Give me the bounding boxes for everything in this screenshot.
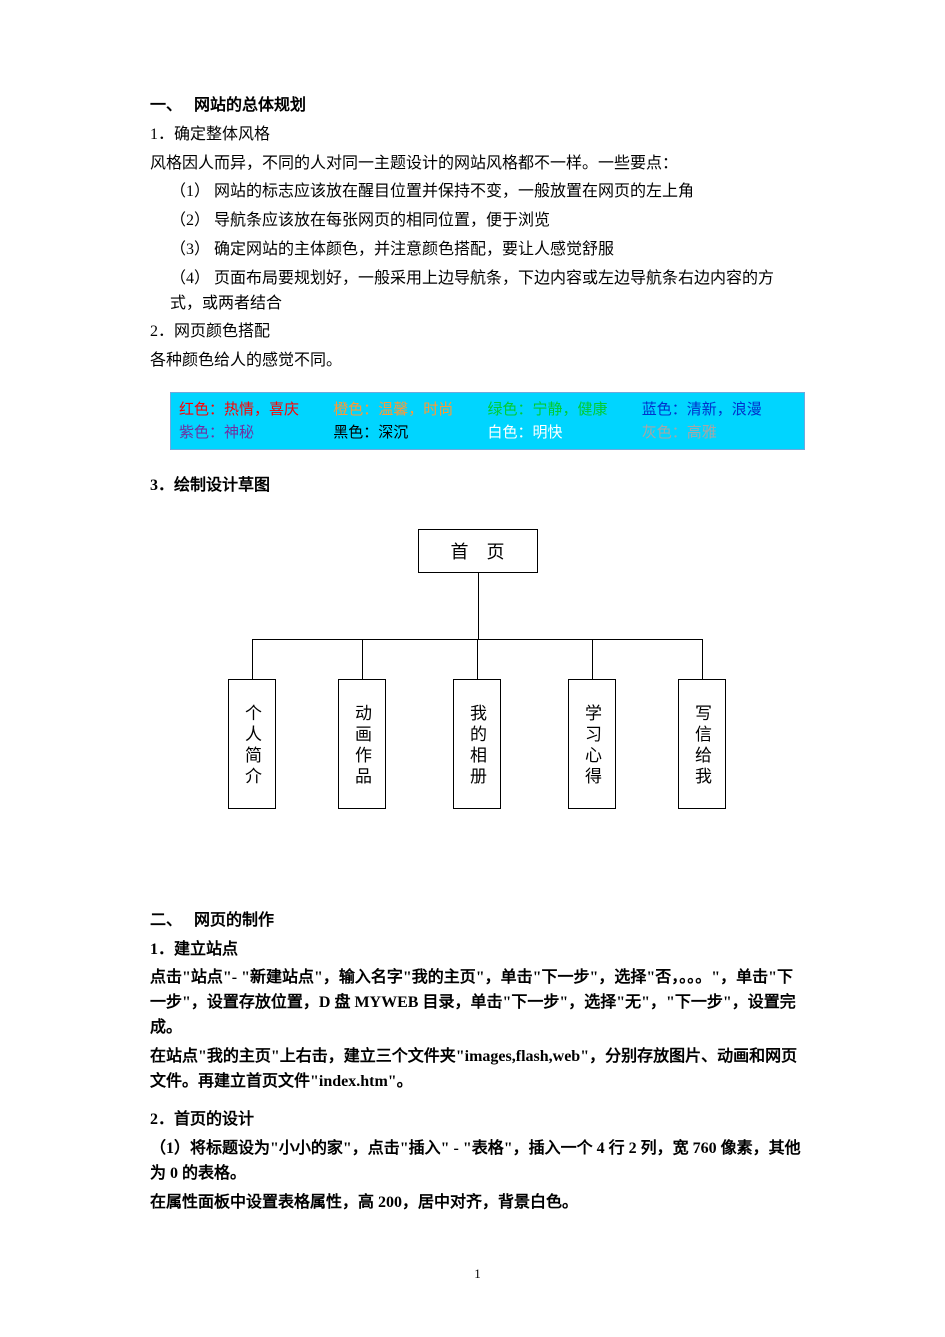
section2-sub1-p2: 在站点"我的主页"上右击，建立三个文件夹"images,flash,web"，分… — [150, 1045, 805, 1095]
sitemap-flowchart: 首页个人简介 动画作品 我的相册 学习心得 写信给我 — [203, 529, 753, 829]
flowchart-child-node: 学习心得 — [568, 679, 616, 809]
section1-point-2: （2） 导航条应该放在每张网页的相同位置，便于浏览 — [150, 209, 805, 234]
color-cell: 蓝色：清新，浪漫 — [642, 397, 796, 420]
section1-point-1: （1） 网站的标志应该放在醒目位置并保持不变，一般放置在网页的左上角 — [150, 180, 805, 205]
section1-sub1-title: 1．确定整体风格 — [150, 123, 805, 148]
flowchart-child-node: 我的相册 — [453, 679, 501, 809]
section2-sub2-p2: 在属性面板中设置表格属性，高 200，居中对齐，背景白色。 — [150, 1191, 805, 1216]
section1-point-3: （3） 确定网站的主体颜色，并注意颜色搭配，要让人感觉舒服 — [150, 238, 805, 263]
flowchart-root-node: 首页 — [418, 529, 538, 573]
color-meaning-table: 红色：热情，喜庆橙色：温馨，时尚绿色：宁静，健康蓝色：清新，浪漫紫色：神秘黑色：… — [170, 392, 805, 450]
section1-point-4: （4） 页面布局要规划好，一般采用上边导航条，下边内容或左边导航条右边内容的方式… — [150, 267, 805, 317]
color-cell: 白色：明快 — [488, 420, 642, 443]
section2-sub2-title: 2．首页的设计 — [150, 1108, 805, 1133]
flowchart-child-node: 动画作品 — [338, 679, 386, 809]
section2-title: 二、 网页的制作 — [150, 909, 805, 934]
color-cell: 红色：热情，喜庆 — [179, 397, 333, 420]
page-number: 1 — [150, 1266, 805, 1282]
section1-sub1-intro: 风格因人而异，不同的人对同一主题设计的网站风格都不一样。一些要点： — [150, 152, 805, 177]
flowchart-child-node: 写信给我 — [678, 679, 726, 809]
color-cell: 紫色：神秘 — [179, 420, 333, 443]
section1-title: 一、 网站的总体规划 — [150, 94, 805, 119]
flowchart-connector — [362, 639, 363, 679]
section1-sub3-title: 3．绘制设计草图 — [150, 474, 805, 499]
section2-sub1-p1: 点击"站点"- "新建站点"，输入名字"我的主页"，单击"下一步"，选择"否，。… — [150, 966, 805, 1040]
flowchart-child-node: 个人简介 — [228, 679, 276, 809]
document-page: 一、 网站的总体规划 1．确定整体风格 风格因人而异，不同的人对同一主题设计的网… — [0, 0, 945, 1322]
color-cell: 灰色：高雅 — [642, 420, 796, 443]
section2-sub2-p1: （1）将标题设为"小小的家"，点击"插入" - "表格"，插入一个 4 行 2 … — [150, 1137, 805, 1187]
section1-sub2-title: 2．网页颜色搭配 — [150, 320, 805, 345]
flowchart-connector — [478, 573, 479, 639]
color-cell: 黑色：深沉 — [333, 420, 487, 443]
flowchart-connector — [252, 639, 253, 679]
color-cell: 橙色：温馨，时尚 — [333, 397, 487, 420]
flowchart-connector — [702, 639, 703, 679]
color-cell: 绿色：宁静，健康 — [488, 397, 642, 420]
section1-sub2-text: 各种颜色给人的感觉不同。 — [150, 349, 805, 374]
flowchart-connector — [592, 639, 593, 679]
section2-sub1-title: 1．建立站点 — [150, 938, 805, 963]
flowchart-connector — [477, 639, 478, 679]
